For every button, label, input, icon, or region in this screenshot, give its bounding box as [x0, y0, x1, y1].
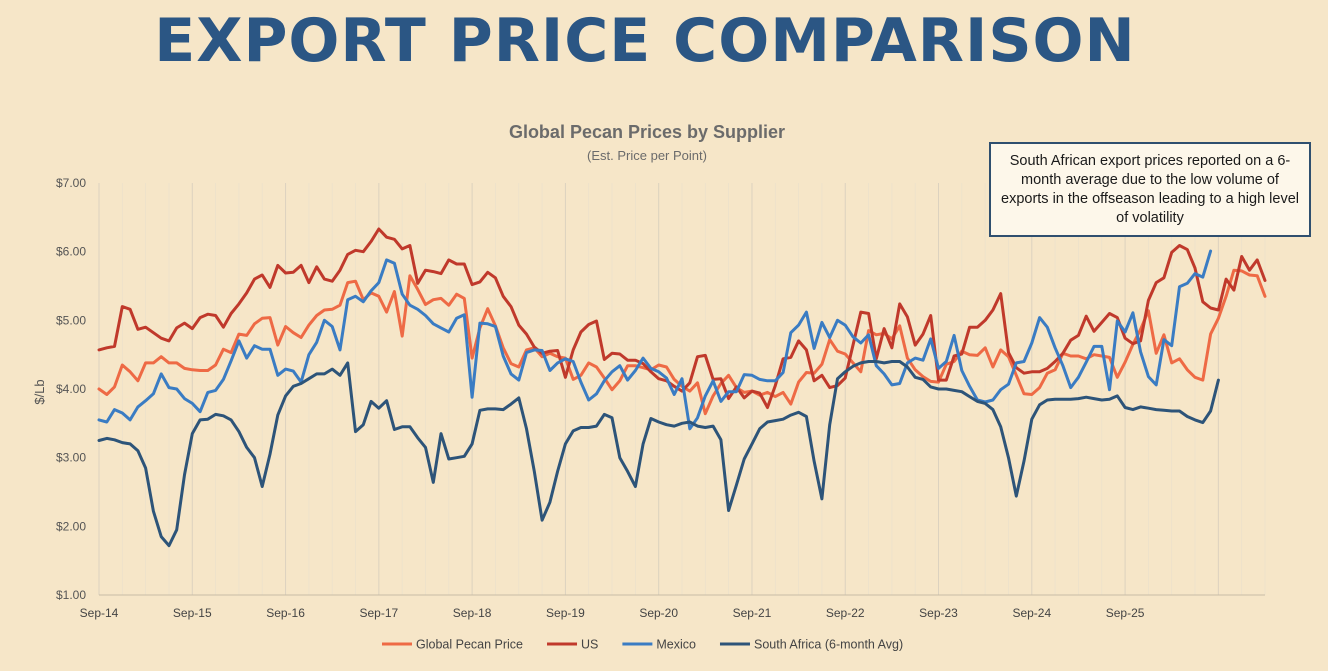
x-tick-label: Sep-17: [359, 606, 398, 620]
legend-label-south-africa-6-month-avg: South Africa (6-month Avg): [754, 638, 903, 652]
y-tick-label: $3.00: [56, 451, 86, 465]
x-tick-label: Sep-25: [1106, 606, 1145, 620]
y-tick-labels: $1.00 $2.00 $3.00 $4.00 $5.00 $6.00 $7.00: [56, 176, 86, 602]
x-tick-label: Sep-15: [173, 606, 212, 620]
x-tick-label: Sep-23: [919, 606, 958, 620]
y-tick-label: $2.00: [56, 519, 86, 533]
y-tick-label: $7.00: [56, 176, 86, 190]
x-tick-label: Sep-22: [826, 606, 865, 620]
series-line-mexico: [97, 249, 1213, 431]
x-tick-labels: Sep-14 Sep-15 Sep-16 Sep-17 Sep-18 Sep-19 Sep-…: [80, 606, 1145, 620]
y-tick-label: $5.00: [56, 313, 86, 327]
x-tick-label: Sep-20: [639, 606, 678, 620]
series-line-south-africa-6-month-avg: [97, 360, 1220, 548]
legend: Global Pecan Price US Mexico South Africa (…: [382, 638, 903, 652]
x-tick-label: Sep-18: [453, 606, 492, 620]
chart-subtitle: (Est. Price per Point): [587, 148, 707, 163]
legend-label-mexico: Mexico: [656, 638, 696, 652]
x-tick-label: Sep-21: [733, 606, 772, 620]
south-africa-annotation: South African export prices reported on …: [989, 142, 1311, 237]
legend-label-us: US: [581, 638, 598, 652]
y-axis-label: $/Lb: [32, 379, 47, 404]
y-tick-label: $1.00: [56, 588, 86, 602]
page-headline: EXPORT PRICE COMPARISON: [154, 6, 1136, 76]
x-tick-label: Sep-19: [546, 606, 585, 620]
x-tick-label: Sep-24: [1012, 606, 1051, 620]
x-tick-label: Sep-16: [266, 606, 305, 620]
series-lines: [97, 227, 1267, 548]
grid-lines: [98, 183, 1266, 596]
x-tick-label: Sep-14: [80, 606, 119, 620]
chart-title: Global Pecan Prices by Supplier: [509, 122, 785, 142]
legend-label-global-pecan-price: Global Pecan Price: [416, 638, 523, 652]
series-line-us: [97, 227, 1267, 409]
y-tick-label: $4.00: [56, 382, 86, 396]
y-tick-label: $6.00: [56, 245, 86, 259]
